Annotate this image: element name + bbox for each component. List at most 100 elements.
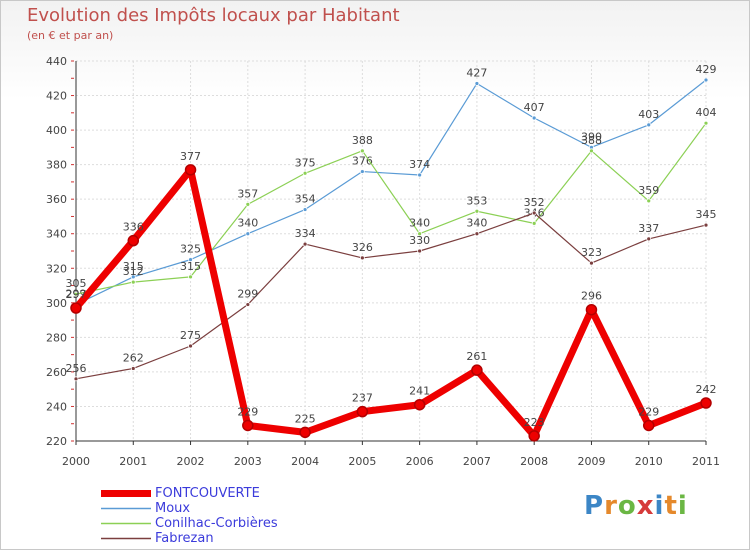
data-label-conilhac-corbi-res-2005: 388 — [352, 134, 373, 147]
data-point-fontcouverte-2000 — [70, 302, 82, 314]
chart-legend: FONTCOUVERTE Moux Conilhac-Corbières Fab… — [101, 486, 361, 546]
y-tick-label-360: 360 — [46, 193, 67, 206]
y-tick-label-420: 420 — [46, 90, 67, 103]
data-label-moux-2008: 407 — [524, 101, 545, 114]
x-tick-label-2004: 2004 — [291, 455, 319, 468]
data-label-fabrezan-2010: 337 — [638, 222, 659, 235]
series-line-moux — [75, 79, 707, 306]
y-tick-label-400: 400 — [46, 124, 67, 137]
data-label-fabrezan-2003: 299 — [237, 288, 258, 301]
data-label-conilhac-corbi-res-2000: 305 — [66, 277, 87, 290]
logo-letter: P — [584, 491, 605, 521]
legend-label-fontcouverte: FONTCOUVERTE — [155, 486, 260, 501]
logo-letter: r — [604, 491, 618, 521]
data-point-fabrezan-2004 — [302, 241, 308, 247]
data-label-moux-2011: 429 — [696, 63, 717, 76]
data-point-fabrezan-2000 — [73, 376, 79, 382]
y-tick-label-240: 240 — [46, 400, 67, 413]
data-point-fontcouverte-2007 — [471, 364, 483, 376]
x-tick-label-2011: 2011 — [692, 455, 720, 468]
data-point-fabrezan-2010 — [646, 236, 652, 242]
data-point-moux-2005 — [359, 169, 365, 174]
data-label-fontcouverte-2006: 241 — [409, 385, 430, 398]
data-label-fabrezan-2006: 330 — [409, 234, 430, 247]
data-label-moux-2010: 403 — [638, 108, 659, 121]
y-tick-label-260: 260 — [46, 366, 67, 379]
logo-letter: i — [654, 491, 665, 521]
legend-item-fabrezan: Fabrezan — [101, 531, 361, 546]
data-label-moux-2001: 315 — [123, 260, 144, 273]
data-point-moux-2010 — [646, 122, 652, 128]
data-label-conilhac-corbi-res-2001: 312 — [123, 265, 144, 278]
data-label-fontcouverte-2002: 377 — [180, 150, 201, 163]
data-label-conilhac-corbi-res-2004: 375 — [295, 156, 316, 169]
data-point-fontcouverte-2005 — [356, 405, 369, 418]
data-point-fontcouverte-2010 — [642, 419, 655, 432]
data-point-fontcouverte-2008 — [528, 430, 540, 442]
data-point-fontcouverte-2002 — [184, 164, 197, 176]
data-label-conilhac-corbi-res-2006: 340 — [409, 217, 430, 230]
data-point-conilhac-corbi-res-2007 — [474, 208, 480, 214]
y-tick-label-380: 380 — [46, 159, 67, 172]
data-point-fabrezan-2009 — [589, 260, 594, 266]
y-tick-label-440: 440 — [46, 55, 67, 68]
data-point-conilhac-corbi-res-2003 — [245, 201, 251, 207]
data-point-conilhac-corbi-res-2006 — [417, 231, 423, 237]
data-point-conilhac-corbi-res-2004 — [302, 170, 308, 176]
data-point-fontcouverte-2001 — [127, 234, 140, 247]
data-point-fabrezan-2011 — [703, 222, 709, 228]
data-label-fontcouverte-2000: 297 — [66, 288, 87, 301]
data-label-conilhac-corbi-res-2007: 353 — [466, 194, 487, 207]
legend-swatch-moux — [101, 507, 151, 510]
legend-swatch-conilhac — [101, 522, 151, 525]
data-label-fontcouverte-2007: 261 — [466, 350, 487, 363]
data-label-moux-2003: 340 — [237, 217, 258, 230]
data-label-fabrezan-2008: 352 — [524, 196, 545, 209]
data-point-moux-2007 — [474, 81, 480, 86]
data-point-moux-2002 — [188, 257, 193, 263]
data-label-conilhac-corbi-res-2009: 388 — [581, 134, 602, 147]
series-line-fabrezan — [75, 212, 707, 380]
data-point-fabrezan-2008 — [531, 210, 537, 216]
data-point-conilhac-corbi-res-2005 — [359, 148, 365, 154]
y-tick-label-280: 280 — [46, 331, 67, 344]
data-point-moux-2001 — [130, 274, 136, 280]
legend-swatch-fontcouverte — [101, 490, 151, 497]
data-label-fontcouverte-2001: 336 — [123, 221, 144, 234]
legend-item-moux: Moux — [101, 501, 361, 516]
data-label-fabrezan-2011: 345 — [696, 208, 717, 221]
x-tick-label-2006: 2006 — [406, 455, 434, 468]
x-tick-label-2002: 2002 — [177, 455, 205, 468]
data-point-fontcouverte-2006 — [413, 398, 426, 411]
data-label-fabrezan-2007: 340 — [466, 217, 487, 230]
data-label-fontcouverte-2004: 225 — [295, 412, 316, 425]
logo-letter: x — [636, 491, 655, 521]
data-label-fabrezan-2000: 256 — [66, 362, 87, 375]
data-label-moux-2002: 325 — [180, 243, 201, 256]
data-label-fabrezan-2004: 334 — [295, 227, 316, 240]
data-point-fabrezan-2007 — [474, 231, 480, 237]
data-label-fabrezan-2002: 275 — [180, 329, 201, 342]
data-label-fontcouverte-2005: 237 — [352, 392, 373, 405]
data-label-conilhac-corbi-res-2010: 359 — [638, 184, 659, 197]
data-label-moux-2004: 354 — [295, 193, 316, 206]
logo-letter: o — [617, 491, 637, 521]
data-point-fabrezan-2005 — [359, 255, 365, 261]
line-chart: 220 240 260 280 300 320 340 360 380 400 420 440 2000… — [46, 55, 720, 468]
data-label-fontcouverte-2009: 296 — [581, 290, 602, 303]
x-tick-label-2008: 2008 — [520, 455, 548, 468]
y-tick-label-320: 320 — [46, 262, 67, 275]
legend-item-fontcouverte: FONTCOUVERTE — [101, 486, 361, 501]
logo-letter: t — [664, 491, 678, 521]
data-point-fontcouverte-2011 — [700, 397, 712, 409]
data-label-fontcouverte-2011: 242 — [696, 383, 717, 396]
data-label-fabrezan-2001: 262 — [123, 351, 144, 364]
data-point-conilhac-corbi-res-2002 — [188, 274, 193, 280]
data-label-moux-2006: 374 — [409, 158, 430, 171]
data-point-fabrezan-2002 — [188, 343, 193, 349]
logo-letter: i — [677, 491, 688, 521]
legend-item-conilhac: Conilhac-Corbières — [101, 516, 361, 531]
data-label-fontcouverte-2010: 229 — [638, 405, 659, 418]
series-line-fontcouverte — [72, 166, 710, 440]
